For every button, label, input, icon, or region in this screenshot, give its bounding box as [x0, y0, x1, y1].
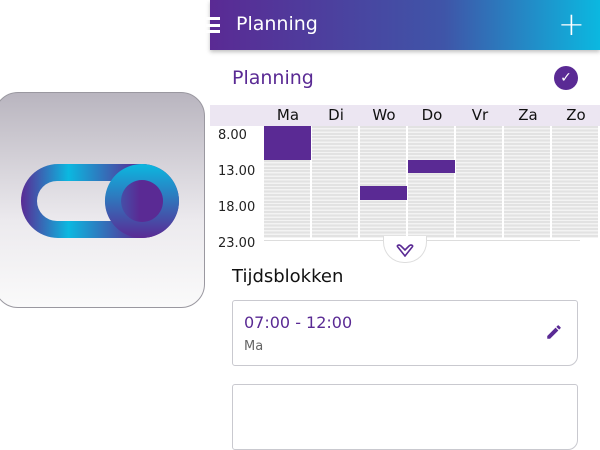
- planning-title: Planning: [232, 67, 314, 89]
- pencil-icon[interactable]: [545, 323, 563, 341]
- day-header: Vr: [471, 106, 489, 124]
- time-label: 13.00: [218, 164, 256, 179]
- day-column[interactable]: [312, 126, 358, 238]
- day-column[interactable]: [504, 126, 550, 238]
- time-block[interactable]: [360, 186, 407, 200]
- expand-button[interactable]: [383, 236, 427, 263]
- time-label: 18.00: [218, 200, 256, 215]
- day-column[interactable]: [408, 126, 454, 238]
- day-header: Zo: [566, 106, 586, 124]
- day-header: Di: [328, 106, 344, 124]
- day-header: Ma: [276, 106, 300, 124]
- chevron-down-icon: [396, 244, 414, 258]
- time-label: 23.00: [218, 236, 256, 251]
- day-header: Wo: [372, 106, 396, 124]
- time-block[interactable]: [264, 126, 311, 160]
- schedule-grid[interactable]: [264, 126, 600, 238]
- check-circle-icon[interactable]: ✓: [554, 66, 578, 90]
- toggle-logo-icon: [21, 164, 179, 238]
- day-column[interactable]: [456, 126, 502, 238]
- day-header: Za: [518, 106, 538, 124]
- timeblock-card[interactable]: [232, 384, 578, 450]
- timeblocks-title: Tijdsblokken: [232, 266, 344, 287]
- app-bar-title: Planning: [236, 13, 318, 35]
- phone-screen: Planning + Planning ✓ Ma Di Wo Do Vr Za Zo 8.0…: [206, 0, 600, 450]
- plus-icon[interactable]: +: [558, 5, 585, 43]
- app-icon-logo: [0, 92, 205, 308]
- day-header: Do: [421, 106, 443, 124]
- app-bar: Planning +: [206, 0, 600, 50]
- day-column[interactable]: [360, 126, 406, 238]
- timeblock-range: 07:00 - 12:00: [244, 313, 353, 332]
- timeblock-day: Ma: [244, 339, 264, 354]
- hamburger-icon[interactable]: [206, 17, 220, 33]
- timeblock-card[interactable]: 07:00 - 12:00 Ma: [232, 300, 578, 366]
- day-header-row: Ma Di Wo Do Vr Za Zo: [210, 105, 600, 126]
- time-label: 8.00: [218, 128, 247, 143]
- time-block[interactable]: [408, 159, 455, 173]
- day-column[interactable]: [552, 126, 598, 238]
